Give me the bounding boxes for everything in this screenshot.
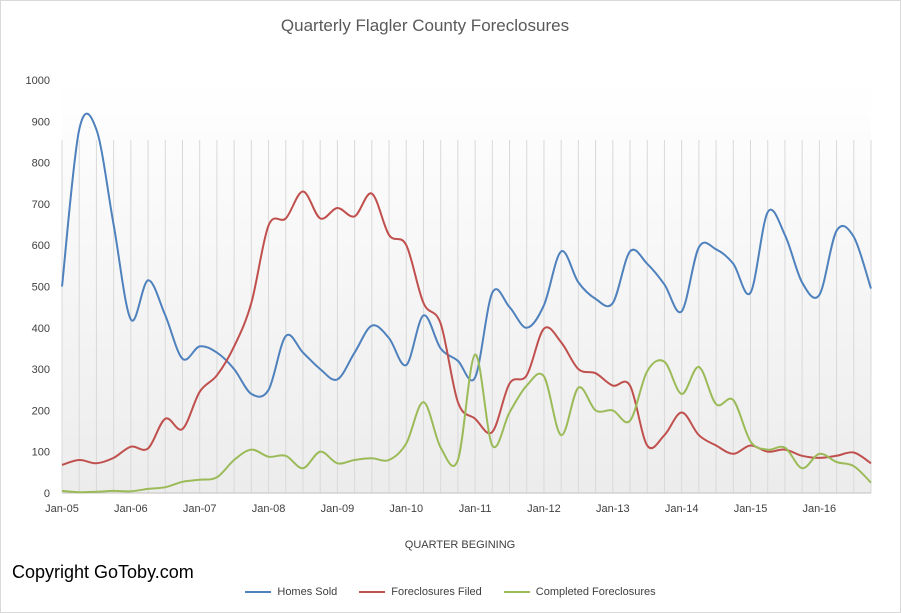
x-tick-label: Jan-09 — [321, 503, 355, 515]
x-tick-label: Jan-06 — [114, 503, 148, 515]
x-tick-label: Jan-08 — [252, 503, 286, 515]
legend-item-homes-sold: Homes Sold — [245, 586, 337, 598]
legend-swatch — [503, 591, 530, 593]
series-line-homes-sold — [61, 112, 872, 398]
legend-label: Completed Foreclosures — [535, 586, 656, 598]
copyright-text: Copyright GoToby.com — [12, 562, 194, 582]
y-tick-label: 100 — [32, 447, 50, 459]
legend: Homes Sold Foreclosures Filed Completed … — [0, 586, 901, 598]
x-tick-label: Jan-12 — [527, 503, 561, 515]
series-line-completed-foreclosures — [61, 353, 872, 494]
y-tick-label: 200 — [32, 405, 50, 417]
y-tick-label: 300 — [32, 364, 50, 376]
y-tick-label: 800 — [32, 158, 50, 170]
legend-label: Homes Sold — [277, 586, 338, 598]
legend-item-foreclosures-filed: Foreclosures Filed — [359, 586, 482, 598]
legend-item-completed-foreclosures: Completed Foreclosures — [503, 586, 656, 598]
y-tick-label: 900 — [32, 116, 50, 128]
y-tick-label: 400 — [32, 323, 50, 335]
x-tick-label: Jan-14 — [665, 503, 699, 515]
legend-swatch — [245, 591, 272, 593]
y-tick-label: 1000 — [26, 75, 50, 87]
y-tick-label: 0 — [44, 488, 50, 500]
x-tick-label: Jan-10 — [389, 503, 423, 515]
x-tick-label: Jan-13 — [596, 503, 630, 515]
y-axis-ticks: 0 100 200 300 400 500 600 700 800 900 1000 — [26, 75, 50, 500]
chart-title: Quarterly Flagler County Foreclosures — [280, 16, 570, 35]
x-axis-ticks: Jan-05 Jan-06 Jan-07 Jan-08 Jan-09 Jan-10 Jan-… — [45, 503, 836, 515]
x-axis-label: QUARTER BEGINING — [404, 539, 516, 551]
legend-label: Foreclosures Filed — [391, 586, 482, 598]
y-tick-label: 700 — [32, 199, 50, 211]
y-tick-label: 600 — [32, 240, 50, 252]
x-tick-label: Jan-05 — [45, 503, 79, 515]
x-tick-label: Jan-07 — [183, 503, 217, 515]
legend-swatch — [359, 591, 386, 593]
x-tick-label: Jan-11 — [459, 503, 492, 515]
series-lines — [61, 112, 872, 494]
y-tick-label: 500 — [32, 282, 50, 294]
x-tick-label: Jan-15 — [734, 503, 768, 515]
plot-area — [62, 80, 871, 493]
x-tick-label: Jan-16 — [803, 503, 837, 515]
